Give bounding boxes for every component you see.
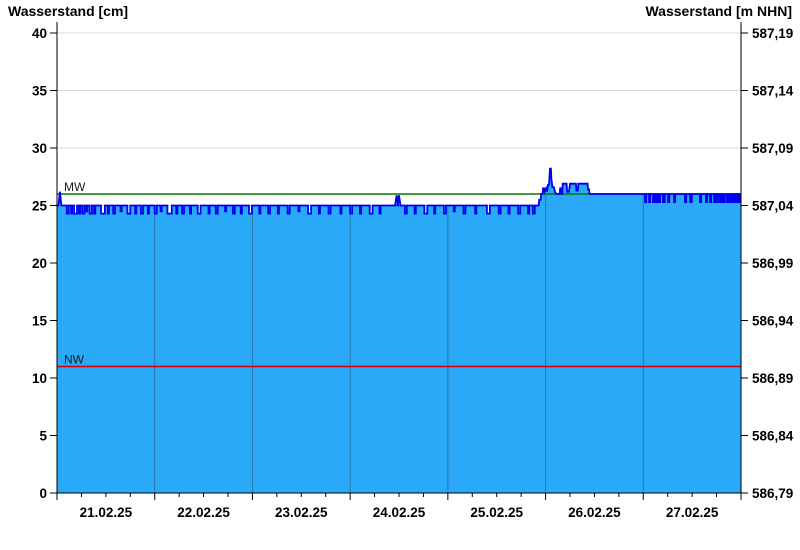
date-tick-label: 22.02.25 xyxy=(177,505,230,520)
left-tick-label: 35 xyxy=(32,83,48,98)
x-axis-labels: 21.02.25 22.02.25 23.02.25 24.02.25 25.02.25… xyxy=(80,505,719,520)
right-tick-label: 587,19 xyxy=(752,26,793,41)
date-tick-label: 25.02.25 xyxy=(470,505,523,520)
date-tick-label: 27.02.25 xyxy=(666,505,719,520)
left-tick-label: 25 xyxy=(32,198,48,213)
left-tick-label: 5 xyxy=(39,428,47,443)
right-tick-label: 586,94 xyxy=(752,313,794,328)
day-separator-lines xyxy=(154,192,644,493)
series-line xyxy=(57,167,742,215)
left-tick-label: 10 xyxy=(32,371,47,386)
left-tick-label: 40 xyxy=(32,26,47,41)
left-tick-label: 15 xyxy=(32,313,48,328)
series-area xyxy=(57,168,741,493)
date-tick-label: 21.02.25 xyxy=(80,505,133,520)
date-tick-label: 23.02.25 xyxy=(275,505,328,520)
right-tick-label: 586,84 xyxy=(752,428,794,443)
date-tick-label: 26.02.25 xyxy=(568,505,621,520)
left-axis-labels: 40 35 30 25 20 15 10 5 0 xyxy=(32,26,48,501)
mw-label: MW xyxy=(64,180,86,194)
left-axis-title: Wasserstand [cm] xyxy=(8,3,129,19)
nw-label: NW xyxy=(64,353,85,367)
left-tick-label: 30 xyxy=(32,141,47,156)
right-tick-label: 587,14 xyxy=(752,83,794,98)
right-tick-label: 587,09 xyxy=(752,141,793,156)
left-tick-label: 0 xyxy=(39,486,47,501)
right-tick-label: 586,99 xyxy=(752,256,793,271)
axes xyxy=(50,22,748,500)
right-tick-label: 587,04 xyxy=(752,198,794,213)
right-tick-label: 586,89 xyxy=(752,371,793,386)
date-tick-label: 24.02.25 xyxy=(373,505,426,520)
right-axis-labels: 587,19 587,14 587,09 587,04 586,99 586,94 586,… xyxy=(752,26,794,501)
right-axis-title: Wasserstand [m NHN] xyxy=(645,3,792,19)
left-tick-label: 20 xyxy=(32,256,47,271)
right-tick-label: 586,79 xyxy=(752,486,793,501)
